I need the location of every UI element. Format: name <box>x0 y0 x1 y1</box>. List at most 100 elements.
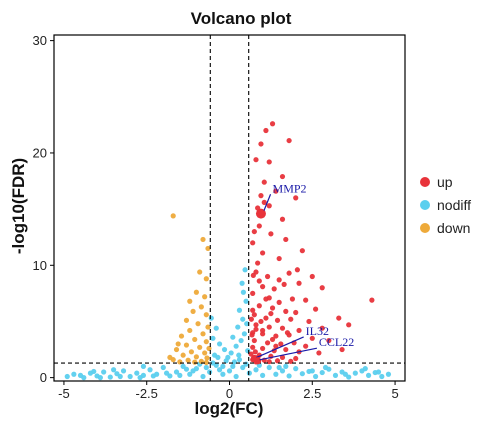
annotation-line-mmp2 <box>263 194 272 211</box>
point-nodiff <box>137 375 143 381</box>
point-down <box>188 349 195 355</box>
point-up <box>260 327 266 334</box>
point-down <box>197 344 203 350</box>
annotation-label-mmp2: MMP2 <box>273 181 307 195</box>
point-nodiff <box>235 324 241 330</box>
point-up <box>250 240 256 246</box>
point-nodiff <box>187 371 193 377</box>
point-up <box>283 236 289 243</box>
point-up <box>276 255 282 262</box>
point-up <box>319 285 325 291</box>
point-nodiff <box>319 369 325 376</box>
point-down <box>178 333 185 339</box>
point-nodiff <box>332 372 339 378</box>
point-up <box>266 203 272 209</box>
point-up <box>279 173 286 180</box>
point-up <box>263 296 269 302</box>
legend-marker-nodiff <box>420 200 430 210</box>
point-nodiff <box>244 321 250 327</box>
legend-marker-up <box>420 177 430 187</box>
point-up <box>299 248 305 254</box>
point-nodiff <box>243 298 249 304</box>
point-up <box>339 346 345 353</box>
point-down <box>185 357 191 363</box>
point-up <box>283 308 289 314</box>
point-up <box>273 333 279 339</box>
y-tick-label: 30 <box>33 33 47 48</box>
point-nodiff <box>241 331 248 337</box>
x-axis-label: log2(FC) <box>195 399 264 418</box>
y-tick-label: 10 <box>33 258 47 273</box>
point-nodiff <box>208 315 214 321</box>
point-nodiff <box>246 370 252 376</box>
annotated-point-mmp2 <box>255 208 266 219</box>
point-nodiff <box>365 372 372 378</box>
point-nodiff <box>210 360 216 366</box>
point-up <box>271 286 277 292</box>
point-up <box>253 157 259 163</box>
point-up <box>250 272 256 279</box>
point-down <box>206 345 212 352</box>
point-up <box>253 322 259 328</box>
legend-label-up: up <box>437 174 453 190</box>
point-up <box>278 341 284 347</box>
point-nodiff <box>283 363 289 369</box>
point-down <box>187 327 193 334</box>
point-up <box>253 326 259 332</box>
point-up <box>264 340 271 346</box>
point-nodiff <box>236 307 243 313</box>
point-down <box>192 336 198 343</box>
point-up <box>251 312 257 318</box>
point-up <box>279 354 286 361</box>
point-up <box>264 273 271 280</box>
point-down <box>200 236 206 243</box>
point-nodiff <box>230 363 236 369</box>
point-up <box>296 280 302 286</box>
point-up <box>294 267 300 273</box>
point-up <box>258 318 264 325</box>
chart-title: Volcano plot <box>191 9 292 28</box>
point-down <box>175 341 181 347</box>
point-nodiff <box>117 373 123 380</box>
point-nodiff <box>97 375 103 381</box>
point-up <box>250 290 256 296</box>
point-up <box>288 316 294 322</box>
point-up <box>303 343 309 349</box>
point-nodiff <box>64 373 70 380</box>
point-up <box>258 141 264 147</box>
annotation-line-ccl22 <box>259 347 318 361</box>
x-tick-label: 2.5 <box>303 386 321 401</box>
point-up <box>249 332 255 338</box>
point-up <box>251 228 257 235</box>
point-up <box>260 250 266 256</box>
point-nodiff <box>220 363 226 369</box>
point-nodiff <box>101 369 107 375</box>
point-nodiff <box>379 373 385 380</box>
point-up <box>260 345 266 352</box>
point-up <box>279 216 286 222</box>
point-up <box>281 281 287 287</box>
point-nodiff <box>240 289 247 295</box>
point-up <box>283 346 289 353</box>
point-nodiff <box>216 367 223 373</box>
point-up <box>293 195 299 201</box>
point-nodiff <box>207 369 213 375</box>
point-up <box>256 303 262 309</box>
legend-label-nodiff: nodiff <box>437 197 471 213</box>
point-nodiff <box>221 346 228 353</box>
point-up <box>276 299 282 305</box>
point-down <box>197 269 203 275</box>
point-up <box>274 358 281 364</box>
point-nodiff <box>203 364 209 371</box>
point-nodiff <box>266 364 272 371</box>
point-up <box>261 199 267 205</box>
point-nodiff <box>140 363 147 369</box>
point-down <box>173 346 180 353</box>
point-nodiff <box>342 371 348 377</box>
point-up <box>293 355 299 362</box>
point-up <box>258 193 264 199</box>
point-nodiff <box>273 371 279 377</box>
point-nodiff <box>215 354 221 361</box>
point-up <box>284 330 291 336</box>
y-tick-label: 0 <box>40 370 47 385</box>
